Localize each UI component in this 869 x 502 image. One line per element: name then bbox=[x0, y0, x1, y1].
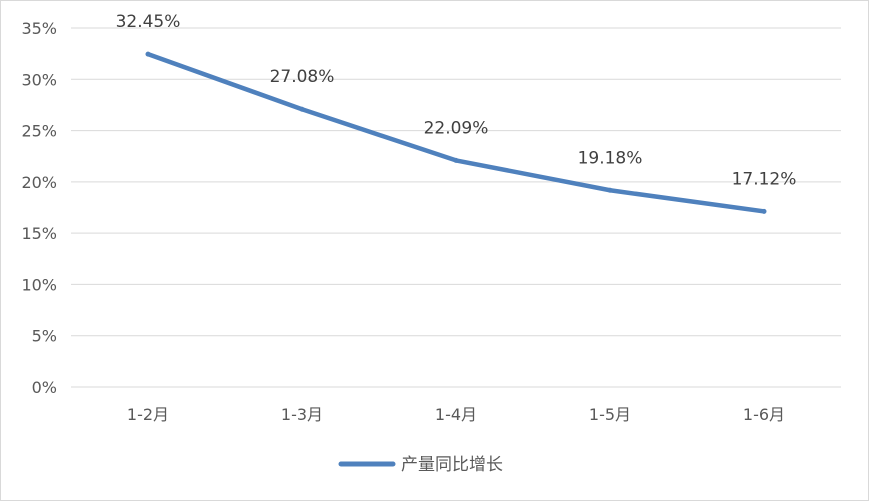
data-label: 17.12% bbox=[732, 169, 797, 189]
y-tick-label: 30% bbox=[21, 70, 57, 89]
x-tick-label: 1-2月 bbox=[127, 405, 169, 424]
data-labels: 32.45% 27.08% 22.09% 19.18% 17.12% bbox=[116, 12, 797, 189]
x-tick-label: 1-4月 bbox=[435, 405, 477, 424]
y-tick-label: 0% bbox=[32, 378, 57, 397]
data-label: 32.45% bbox=[116, 12, 181, 32]
data-label: 19.18% bbox=[578, 148, 643, 168]
data-point bbox=[299, 106, 305, 112]
x-tick-label: 1-3月 bbox=[281, 405, 323, 424]
y-tick-label: 25% bbox=[21, 122, 57, 141]
data-point bbox=[145, 51, 151, 57]
y-tick-label: 5% bbox=[32, 327, 57, 346]
data-point bbox=[453, 157, 459, 163]
y-tick-label: 10% bbox=[21, 275, 57, 294]
x-tick-label: 1-5月 bbox=[589, 405, 631, 424]
y-tick-label: 15% bbox=[21, 224, 57, 243]
data-label: 22.09% bbox=[424, 118, 489, 138]
series-layer bbox=[145, 51, 767, 214]
y-tick-label: 35% bbox=[21, 19, 57, 38]
gridlines bbox=[71, 27, 841, 388]
data-point bbox=[761, 208, 767, 214]
x-tick-label: 1-6月 bbox=[743, 405, 785, 424]
y-tick-label: 20% bbox=[21, 173, 57, 192]
y-axis-ticks: 0% 5% 10% 15% 20% 25% 30% 35% bbox=[21, 19, 57, 397]
legend: 产量同比增长 bbox=[338, 455, 503, 475]
data-point bbox=[607, 187, 613, 193]
data-label: 27.08% bbox=[270, 67, 335, 87]
x-axis-ticks: 1-2月 1-3月 1-4月 1-5月 1-6月 bbox=[127, 405, 785, 424]
legend-label: 产量同比增长 bbox=[401, 455, 503, 475]
